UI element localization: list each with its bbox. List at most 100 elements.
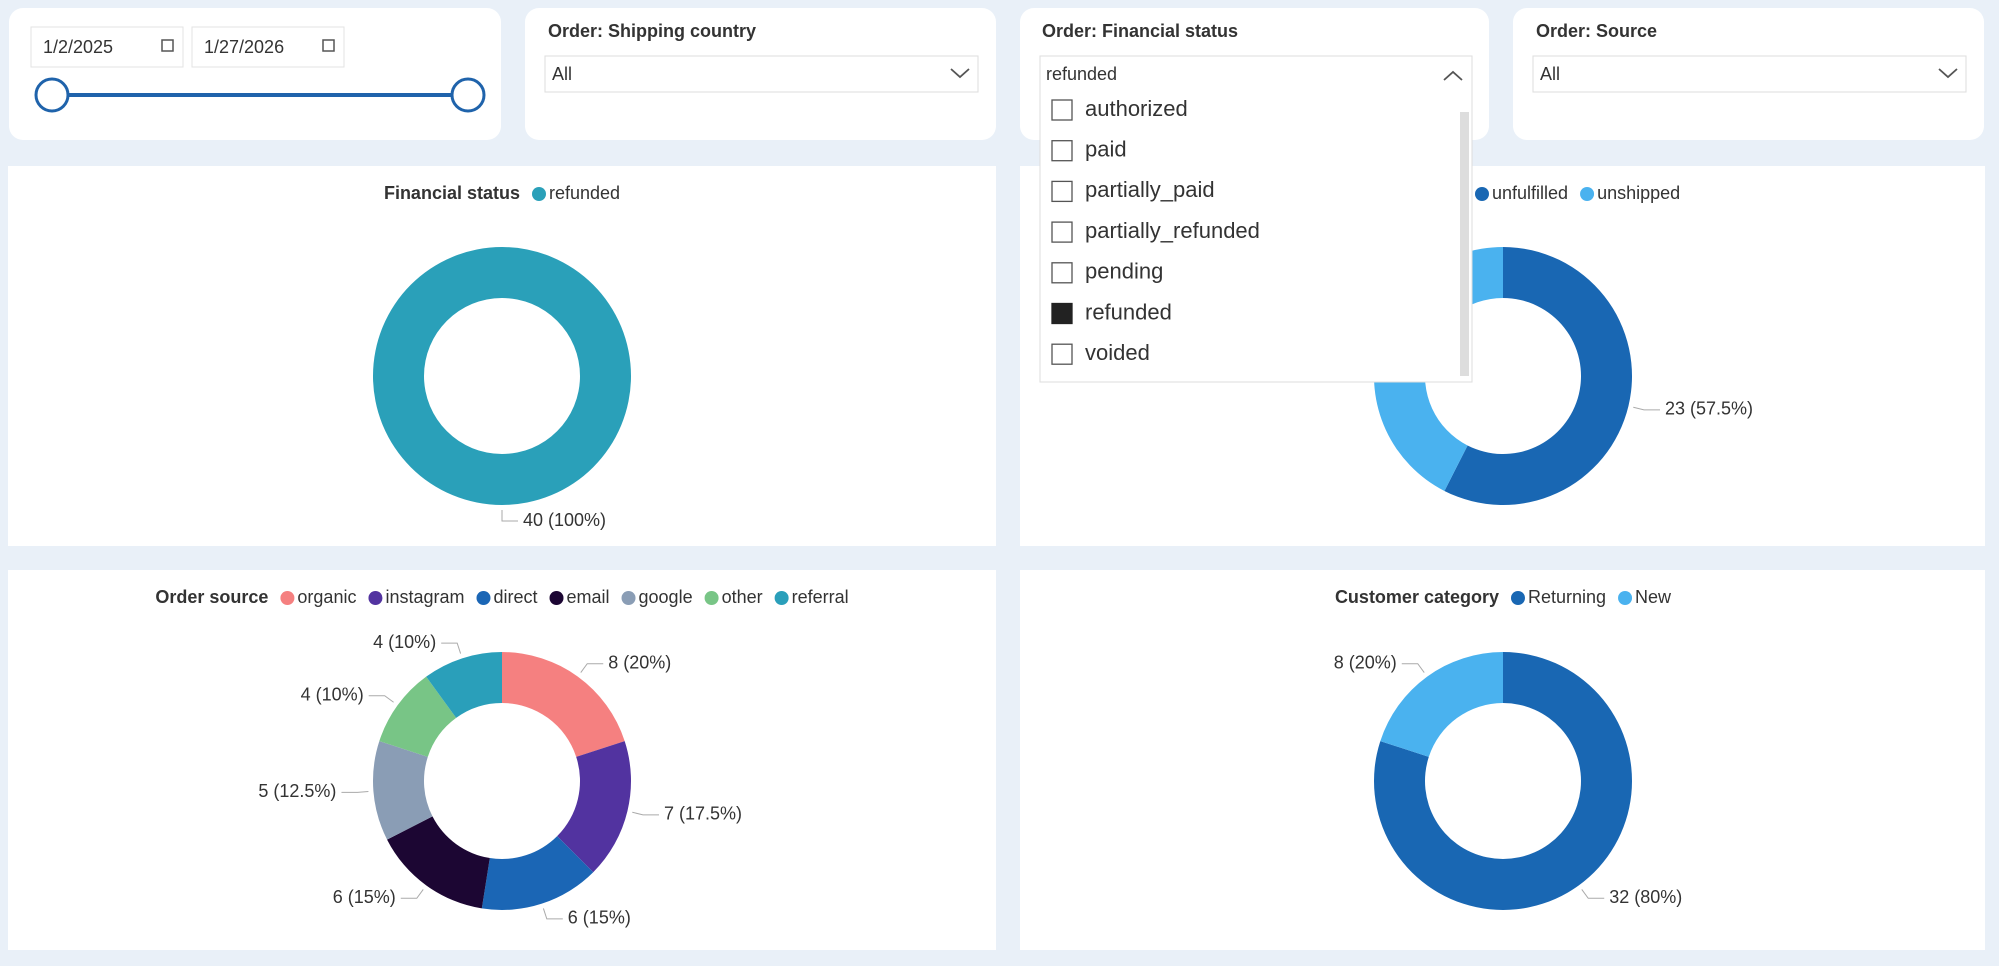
legend-label: instagram — [385, 587, 464, 607]
end-date: 1/27/2026 — [204, 37, 284, 57]
slicer-title: Order: Shipping country — [548, 21, 756, 41]
checkbox[interactable] — [1051, 302, 1073, 325]
calendar-icon[interactable] — [322, 39, 335, 52]
donut-slice — [372, 741, 433, 840]
dropdown[interactable] — [544, 55, 979, 93]
legend-label: direct — [493, 587, 537, 607]
data-label: 6 (15%) — [333, 887, 396, 907]
leader-line — [368, 695, 394, 703]
option-label[interactable]: paid — [1085, 137, 1127, 162]
option-label[interactable]: refunded — [1085, 299, 1172, 324]
option-label[interactable]: pending — [1085, 259, 1163, 284]
dropdown-value: All — [1540, 64, 1560, 84]
donut-slice — [1444, 247, 1632, 505]
leader-line — [1581, 889, 1605, 899]
calendar-icon[interactable] — [161, 39, 174, 52]
dropdown-open: refunded authorized paid partially_paidpar… — [1039, 55, 1473, 383]
legend: unfulfilled unshipped — [1475, 183, 1680, 203]
data-label: 32 (80%) — [1609, 887, 1682, 907]
option-label[interactable]: authorized — [1085, 96, 1188, 121]
leader-line — [632, 811, 659, 816]
leader-line — [1401, 663, 1425, 673]
legend-marker — [621, 591, 636, 605]
leader-line — [501, 510, 518, 522]
leader-line — [341, 791, 369, 793]
checkbox[interactable] — [1051, 262, 1073, 284]
data-label: 5 (12.5%) — [258, 781, 336, 801]
scrollbar[interactable] — [1460, 112, 1469, 376]
legend-marker — [549, 591, 564, 605]
chevron[interactable] — [1443, 70, 1463, 81]
date-input[interactable] — [30, 26, 184, 68]
slicer-title: Order: Financial status — [1042, 21, 1238, 41]
donut-slice — [557, 741, 631, 873]
donut-slice — [481, 836, 594, 910]
data-label: 40 (100%) — [523, 510, 606, 530]
legend-label: email — [567, 587, 610, 607]
leader-line — [400, 889, 424, 899]
data-label: 4 (10%) — [373, 632, 436, 652]
chart-title: Financial status — [384, 183, 520, 203]
legend-marker — [1475, 187, 1489, 201]
start-date: 1/2/2025 — [43, 37, 113, 57]
legend: Financial status refunded — [384, 183, 620, 203]
data-label: 7 (17.5%) — [664, 804, 742, 824]
dropdown-value: All — [552, 64, 572, 84]
chart-title: Order source — [155, 587, 268, 607]
checkbox[interactable] — [1051, 221, 1073, 243]
donut-slice — [1380, 652, 1503, 757]
legend-label: refunded — [549, 183, 620, 203]
legend-label: unfulfilled — [1492, 183, 1568, 203]
donut-slice — [379, 676, 457, 757]
chevron — [1938, 68, 1958, 79]
dropdown[interactable] — [1532, 55, 1967, 93]
data-label: 23 (57.5%) — [1665, 399, 1753, 419]
data-label: 8 (20%) — [608, 652, 671, 672]
legend-marker — [1511, 591, 1525, 605]
checkbox[interactable] — [1051, 99, 1073, 121]
date-input[interactable] — [191, 26, 345, 68]
checkbox[interactable] — [1051, 180, 1073, 203]
checkbox[interactable] — [1051, 140, 1073, 162]
legend-label: other — [722, 587, 763, 607]
leader-line — [542, 908, 563, 920]
leader-line — [441, 642, 462, 654]
dropdown-value: refunded — [1046, 64, 1117, 84]
chevron — [950, 68, 970, 79]
legend-marker — [1618, 591, 1633, 605]
donut-slice — [372, 247, 631, 505]
legend: Customer category Returning New — [1335, 587, 1672, 607]
option-label[interactable]: partially_refunded — [1085, 218, 1260, 243]
donut-slice — [426, 652, 502, 718]
slider-handle[interactable] — [34, 77, 70, 113]
legend-marker — [531, 187, 546, 201]
checkbox[interactable] — [1051, 343, 1073, 365]
option-label[interactable]: voided — [1085, 340, 1150, 365]
leader-line — [1633, 406, 1660, 411]
data-label: 4 (10%) — [301, 685, 364, 705]
data-label: 8 (20%) — [1334, 652, 1397, 672]
donut-slice — [502, 652, 625, 757]
slider-handle[interactable] — [450, 77, 486, 113]
legend-marker — [368, 591, 383, 605]
legend-label: Returning — [1528, 587, 1606, 607]
dropdown-list — [1039, 55, 1473, 383]
slicer-title: Order: Source — [1536, 21, 1657, 41]
legend-label: google — [639, 587, 693, 607]
leader-line — [580, 663, 604, 673]
legend-label: organic — [297, 587, 356, 607]
legend-marker — [1580, 187, 1595, 201]
donut-slice — [387, 816, 490, 909]
legend-marker — [704, 591, 719, 605]
legend-marker — [280, 591, 295, 605]
legend-marker — [774, 591, 789, 605]
option-label[interactable]: partially_paid — [1085, 177, 1215, 202]
chart-title: Customer category — [1335, 587, 1499, 607]
legend: Order source organic instagram direct email g… — [155, 587, 848, 607]
legend-marker — [476, 591, 491, 605]
donut-slice — [1374, 652, 1632, 910]
legend-label: unshipped — [1597, 183, 1680, 203]
legend-label: New — [1635, 587, 1672, 607]
